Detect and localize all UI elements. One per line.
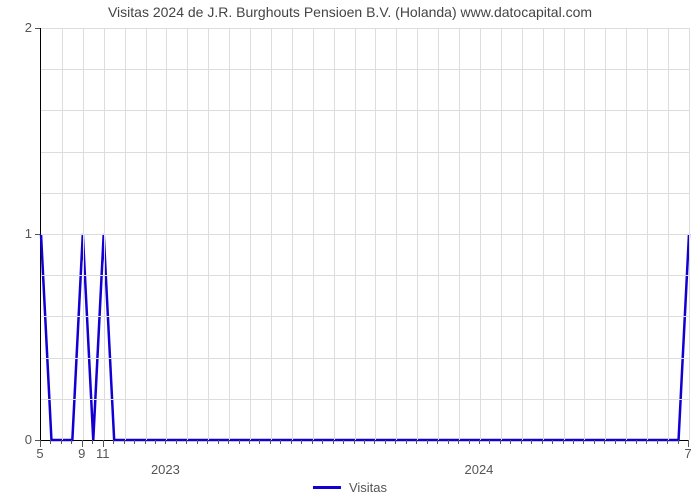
legend: Visitas — [313, 480, 387, 495]
xtick-label: 5 — [36, 446, 43, 461]
grid-hline — [41, 110, 689, 111]
xtick-minor — [92, 440, 93, 444]
xtick-minor — [113, 440, 114, 444]
xtick-minor — [427, 440, 428, 444]
xtick-minor — [374, 440, 375, 444]
xtick-minor — [510, 440, 511, 444]
xtick-minor — [657, 440, 658, 444]
xtick-minor — [134, 440, 135, 444]
xtick-minor — [636, 440, 637, 444]
grid-hline — [41, 358, 689, 359]
legend-label: Visitas — [349, 480, 387, 495]
xtick-minor — [354, 440, 355, 444]
xtick-minor — [406, 440, 407, 444]
xtick-minor — [207, 440, 208, 444]
xtick-minor — [667, 440, 668, 444]
xtick-minor — [489, 440, 490, 444]
xtick-minor — [563, 440, 564, 444]
xtick-minor — [218, 440, 219, 444]
xtick-minor — [197, 440, 198, 444]
xtick-minor — [186, 440, 187, 444]
xtick-minor — [228, 440, 229, 444]
xtick-minor — [583, 440, 584, 444]
xtick-minor — [531, 440, 532, 444]
xtick-label: 11 — [96, 446, 110, 461]
xtick-minor — [280, 440, 281, 444]
ytick-label: 1 — [2, 226, 32, 241]
xtick-minor — [71, 440, 72, 444]
xtick-minor — [61, 440, 62, 444]
xtick-minor — [301, 440, 302, 444]
xtick-minor — [364, 440, 365, 444]
xtick-label: 9 — [78, 446, 85, 461]
grid-vline — [689, 28, 690, 440]
chart-container: Visitas 2024 de J.R. Burghouts Pensioen … — [0, 0, 700, 500]
ytick-label: 2 — [2, 20, 32, 35]
xtick-minor — [615, 440, 616, 444]
xtick-minor — [594, 440, 595, 444]
xtick-minor — [239, 440, 240, 444]
xtick-minor — [437, 440, 438, 444]
ytick — [35, 234, 40, 235]
xtick-minor — [249, 440, 250, 444]
xtick-minor — [479, 440, 480, 444]
xtick-minor — [270, 440, 271, 444]
grid-hline — [41, 28, 689, 29]
xtick-minor — [552, 440, 553, 444]
grid-hline — [41, 399, 689, 400]
xtick-minor — [333, 440, 334, 444]
grid-hline — [41, 152, 689, 153]
xtick-minor — [573, 440, 574, 444]
xtick-minor — [448, 440, 449, 444]
grid-hline — [41, 69, 689, 70]
xtick-minor — [124, 440, 125, 444]
xtick-minor — [542, 440, 543, 444]
xtick-minor — [259, 440, 260, 444]
x-category-label: 2024 — [464, 462, 493, 477]
xtick-minor — [678, 440, 679, 444]
xtick-minor — [291, 440, 292, 444]
xtick-minor — [395, 440, 396, 444]
grid-hline — [41, 316, 689, 317]
xtick-minor — [646, 440, 647, 444]
xtick-minor — [50, 440, 51, 444]
xtick-minor — [500, 440, 501, 444]
xtick-minor — [625, 440, 626, 444]
xtick-minor — [416, 440, 417, 444]
xtick-minor — [322, 440, 323, 444]
plot-area — [40, 28, 689, 441]
grid-hline — [41, 234, 689, 235]
xtick-minor — [385, 440, 386, 444]
x-category-label: 2023 — [151, 462, 180, 477]
xtick-minor — [145, 440, 146, 444]
xtick-minor — [155, 440, 156, 444]
xtick-label: 7 — [684, 446, 691, 461]
xtick-minor — [604, 440, 605, 444]
ytick — [35, 28, 40, 29]
xtick-minor — [343, 440, 344, 444]
ytick-label: 0 — [2, 432, 32, 447]
grid-hline — [41, 275, 689, 276]
xtick-minor — [165, 440, 166, 444]
xtick-minor — [176, 440, 177, 444]
xtick-minor — [469, 440, 470, 444]
chart-title: Visitas 2024 de J.R. Burghouts Pensioen … — [0, 4, 700, 20]
xtick-minor — [521, 440, 522, 444]
xtick-minor — [312, 440, 313, 444]
legend-swatch — [313, 486, 341, 489]
grid-hline — [41, 193, 689, 194]
xtick-minor — [458, 440, 459, 444]
